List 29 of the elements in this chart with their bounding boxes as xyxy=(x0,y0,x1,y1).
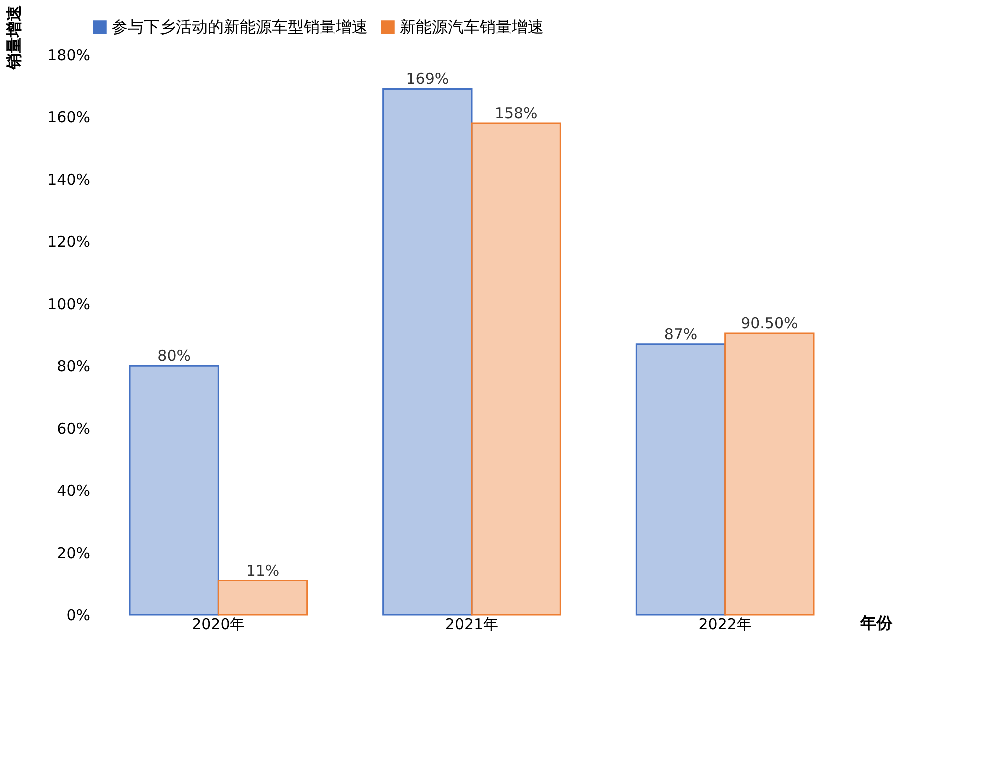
y-tick-label: 160% xyxy=(48,108,90,127)
bar xyxy=(471,122,562,616)
y-tick-label: 0% xyxy=(66,606,90,624)
y-tick-label: 60% xyxy=(57,420,90,438)
y-tick-label: 120% xyxy=(48,233,90,252)
legend-label: 参与下乡活动的新能源车型销量增速 xyxy=(112,17,368,36)
bar xyxy=(218,580,308,616)
y-axis-title: 销量增速 xyxy=(4,4,24,70)
data-label: 90.50% xyxy=(741,314,798,332)
x-tick-label: 2021年 xyxy=(445,616,499,634)
data-label: 11% xyxy=(246,562,280,580)
y-tick-label: 140% xyxy=(48,170,90,189)
bar xyxy=(129,365,220,616)
bar xyxy=(724,332,815,616)
y-tick-label: 40% xyxy=(57,482,90,500)
legend-label: 新能源汽车销量增速 xyxy=(400,17,544,36)
bar xyxy=(636,344,726,616)
y-tick-label: 180% xyxy=(48,46,90,64)
y-tick-label: 100% xyxy=(48,295,90,314)
y-tick-label: 80% xyxy=(57,358,90,376)
x-tick-label: 2022年 xyxy=(698,616,752,634)
data-label: 169% xyxy=(406,70,450,88)
data-label: 80% xyxy=(158,347,192,366)
data-label: 87% xyxy=(664,325,698,344)
data-label: 158% xyxy=(494,104,538,122)
x-tick-label: 2020年 xyxy=(192,616,246,634)
y-tick-label: 20% xyxy=(57,544,90,562)
x-axis-title: 年份 xyxy=(860,614,894,632)
bar xyxy=(382,88,473,616)
